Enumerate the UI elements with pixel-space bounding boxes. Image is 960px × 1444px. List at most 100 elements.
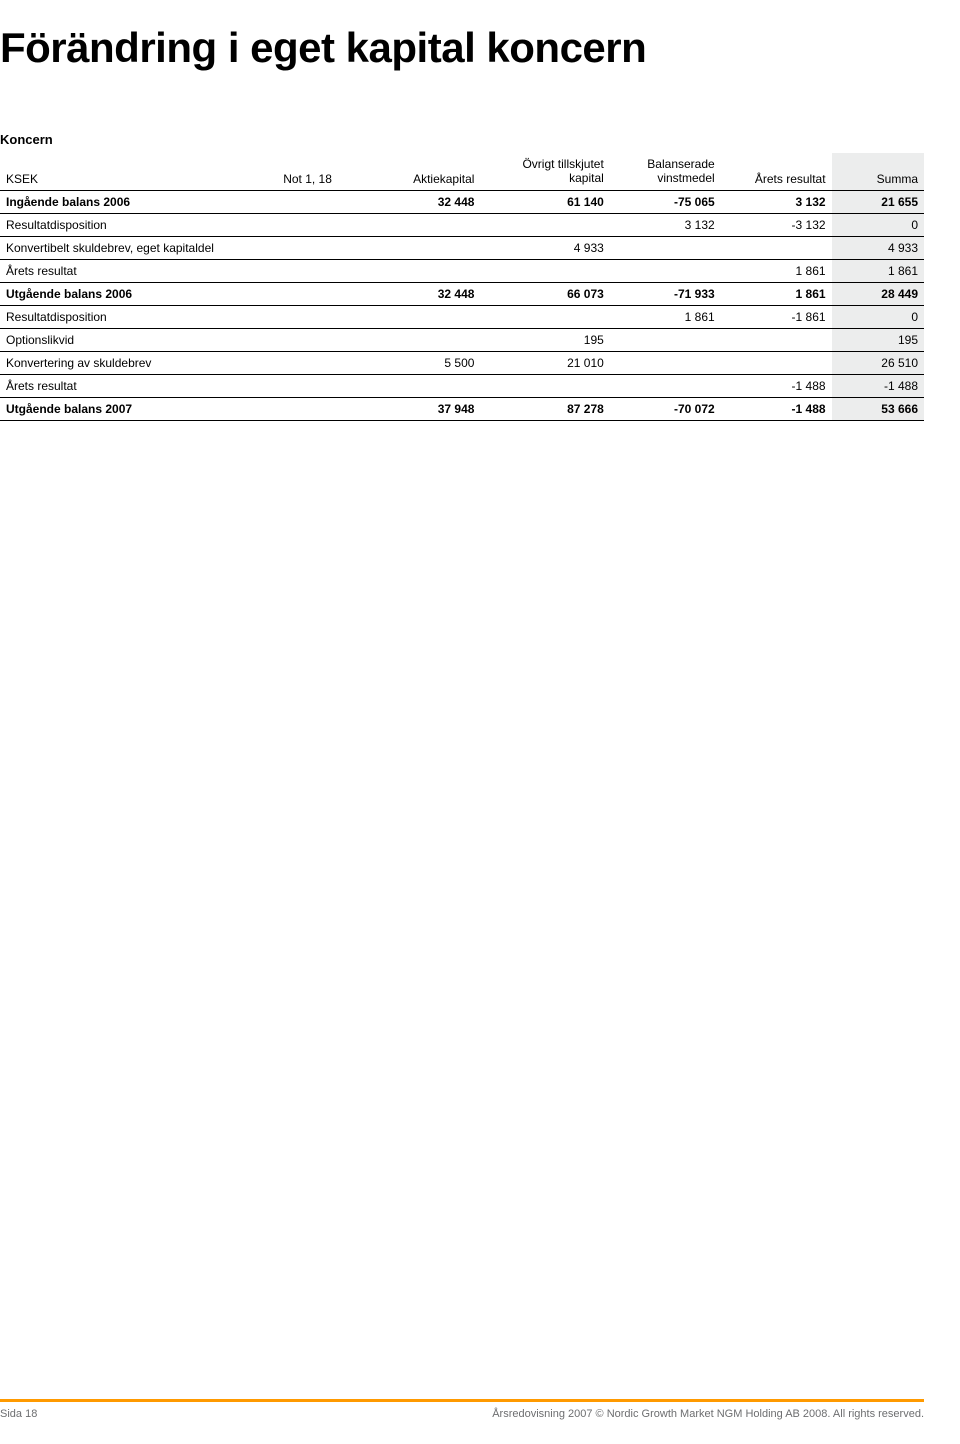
cell-balanserade	[610, 351, 721, 374]
cell-label: Optionslikvid	[0, 328, 277, 351]
col-balanserade-line1: Balanserade	[616, 157, 715, 171]
col-summa: Summa	[832, 153, 924, 190]
cell-arets	[721, 351, 832, 374]
col-balanserade: Balanserade vinstmedel	[610, 153, 721, 190]
cell-note	[277, 259, 369, 282]
table-row: Konvertibelt skuldebrev, eget kapitaldel…	[0, 236, 924, 259]
cell-label: Årets resultat	[0, 374, 277, 397]
col-ovrigt: Övrigt tillskjutet kapital	[480, 153, 609, 190]
table-row: Konvertering av skuldebrev 5 50021 010 26 …	[0, 351, 924, 374]
cell-balanserade	[610, 374, 721, 397]
cell-label: Konvertering av skuldebrev	[0, 351, 277, 374]
col-aktiekapital: Aktiekapital	[370, 153, 481, 190]
cell-aktiekapital	[370, 236, 481, 259]
col-ovrigt-line2: kapital	[486, 171, 603, 185]
cell-summa: -1 488	[832, 374, 924, 397]
cell-summa: 0	[832, 305, 924, 328]
cell-balanserade	[610, 236, 721, 259]
col-arets-resultat: Årets resultat	[721, 153, 832, 190]
cell-note	[277, 374, 369, 397]
cell-aktiekapital: 32 448	[370, 190, 481, 213]
cell-aktiekapital: 5 500	[370, 351, 481, 374]
table-row: Utgående balans 2006 32 44866 073-71 9331…	[0, 282, 924, 305]
cell-balanserade: 1 861	[610, 305, 721, 328]
cell-note	[277, 213, 369, 236]
cell-ovrigt: 66 073	[480, 282, 609, 305]
cell-note	[277, 351, 369, 374]
page-footer: Sida 18 Årsredovisning 2007 © Nordic Gro…	[0, 1399, 924, 1420]
col-balanserade-line2: vinstmedel	[616, 171, 715, 185]
table-row: Resultatdisposition 3 132-3 1320	[0, 213, 924, 236]
page: Förändring i eget kapital koncern Koncer…	[0, 0, 960, 1444]
cell-summa: 26 510	[832, 351, 924, 374]
cell-ovrigt	[480, 259, 609, 282]
cell-ovrigt	[480, 213, 609, 236]
footer-right: Årsredovisning 2007 © Nordic Growth Mark…	[492, 1408, 924, 1420]
cell-label: Resultatdisposition	[0, 305, 277, 328]
cell-aktiekapital	[370, 374, 481, 397]
footer-left: Sida 18	[0, 1408, 37, 1420]
cell-arets: 1 861	[721, 259, 832, 282]
cell-summa: 0	[832, 213, 924, 236]
table-row: Ingående balans 2006 32 44861 140-75 0653…	[0, 190, 924, 213]
table-row: Årets resultat -1 488-1 488	[0, 374, 924, 397]
cell-arets: -3 132	[721, 213, 832, 236]
cell-note	[277, 236, 369, 259]
cell-ovrigt: 21 010	[480, 351, 609, 374]
cell-balanserade	[610, 259, 721, 282]
table-row: Optionslikvid 195 195	[0, 328, 924, 351]
cell-note	[277, 282, 369, 305]
cell-note	[277, 190, 369, 213]
cell-label: Konvertibelt skuldebrev, eget kapitaldel	[0, 236, 277, 259]
cell-summa: 28 449	[832, 282, 924, 305]
col-note: Not 1, 18	[277, 153, 369, 190]
cell-label: Ingående balans 2006	[0, 190, 277, 213]
cell-ovrigt	[480, 374, 609, 397]
cell-ovrigt: 87 278	[480, 397, 609, 420]
table-header-row: KSEK Not 1, 18 Aktiekapital Övrigt tills…	[0, 153, 924, 190]
cell-label: Resultatdisposition	[0, 213, 277, 236]
table-row: Utgående balans 2007 37 94887 278-70 072-…	[0, 397, 924, 420]
cell-arets: -1 488	[721, 397, 832, 420]
cell-summa: 21 655	[832, 190, 924, 213]
table-row: Årets resultat 1 8611 861	[0, 259, 924, 282]
cell-summa: 4 933	[832, 236, 924, 259]
cell-note	[277, 397, 369, 420]
cell-balanserade: -75 065	[610, 190, 721, 213]
cell-arets: 3 132	[721, 190, 832, 213]
cell-aktiekapital	[370, 305, 481, 328]
cell-aktiekapital: 32 448	[370, 282, 481, 305]
cell-label: Utgående balans 2007	[0, 397, 277, 420]
table-body: Ingående balans 200632 44861 140-75 0653…	[0, 190, 924, 420]
cell-aktiekapital	[370, 328, 481, 351]
equity-change-table: KSEK Not 1, 18 Aktiekapital Övrigt tills…	[0, 153, 924, 421]
col-ovrigt-line1: Övrigt tillskjutet	[486, 157, 603, 171]
cell-arets: 1 861	[721, 282, 832, 305]
cell-aktiekapital	[370, 259, 481, 282]
col-ksek: KSEK	[0, 153, 277, 190]
cell-summa: 53 666	[832, 397, 924, 420]
cell-balanserade: -71 933	[610, 282, 721, 305]
cell-ovrigt: 61 140	[480, 190, 609, 213]
cell-summa: 1 861	[832, 259, 924, 282]
cell-arets: -1 861	[721, 305, 832, 328]
table-subhead: Koncern	[0, 132, 924, 147]
cell-aktiekapital	[370, 213, 481, 236]
cell-ovrigt	[480, 305, 609, 328]
cell-note	[277, 305, 369, 328]
cell-balanserade	[610, 328, 721, 351]
cell-summa: 195	[832, 328, 924, 351]
cell-note	[277, 328, 369, 351]
cell-label: Årets resultat	[0, 259, 277, 282]
cell-arets	[721, 328, 832, 351]
cell-balanserade: 3 132	[610, 213, 721, 236]
cell-ovrigt: 195	[480, 328, 609, 351]
cell-label: Utgående balans 2006	[0, 282, 277, 305]
cell-arets	[721, 236, 832, 259]
cell-arets: -1 488	[721, 374, 832, 397]
cell-ovrigt: 4 933	[480, 236, 609, 259]
table-row: Resultatdisposition 1 861-1 8610	[0, 305, 924, 328]
page-title: Förändring i eget kapital koncern	[0, 24, 924, 72]
cell-balanserade: -70 072	[610, 397, 721, 420]
cell-aktiekapital: 37 948	[370, 397, 481, 420]
